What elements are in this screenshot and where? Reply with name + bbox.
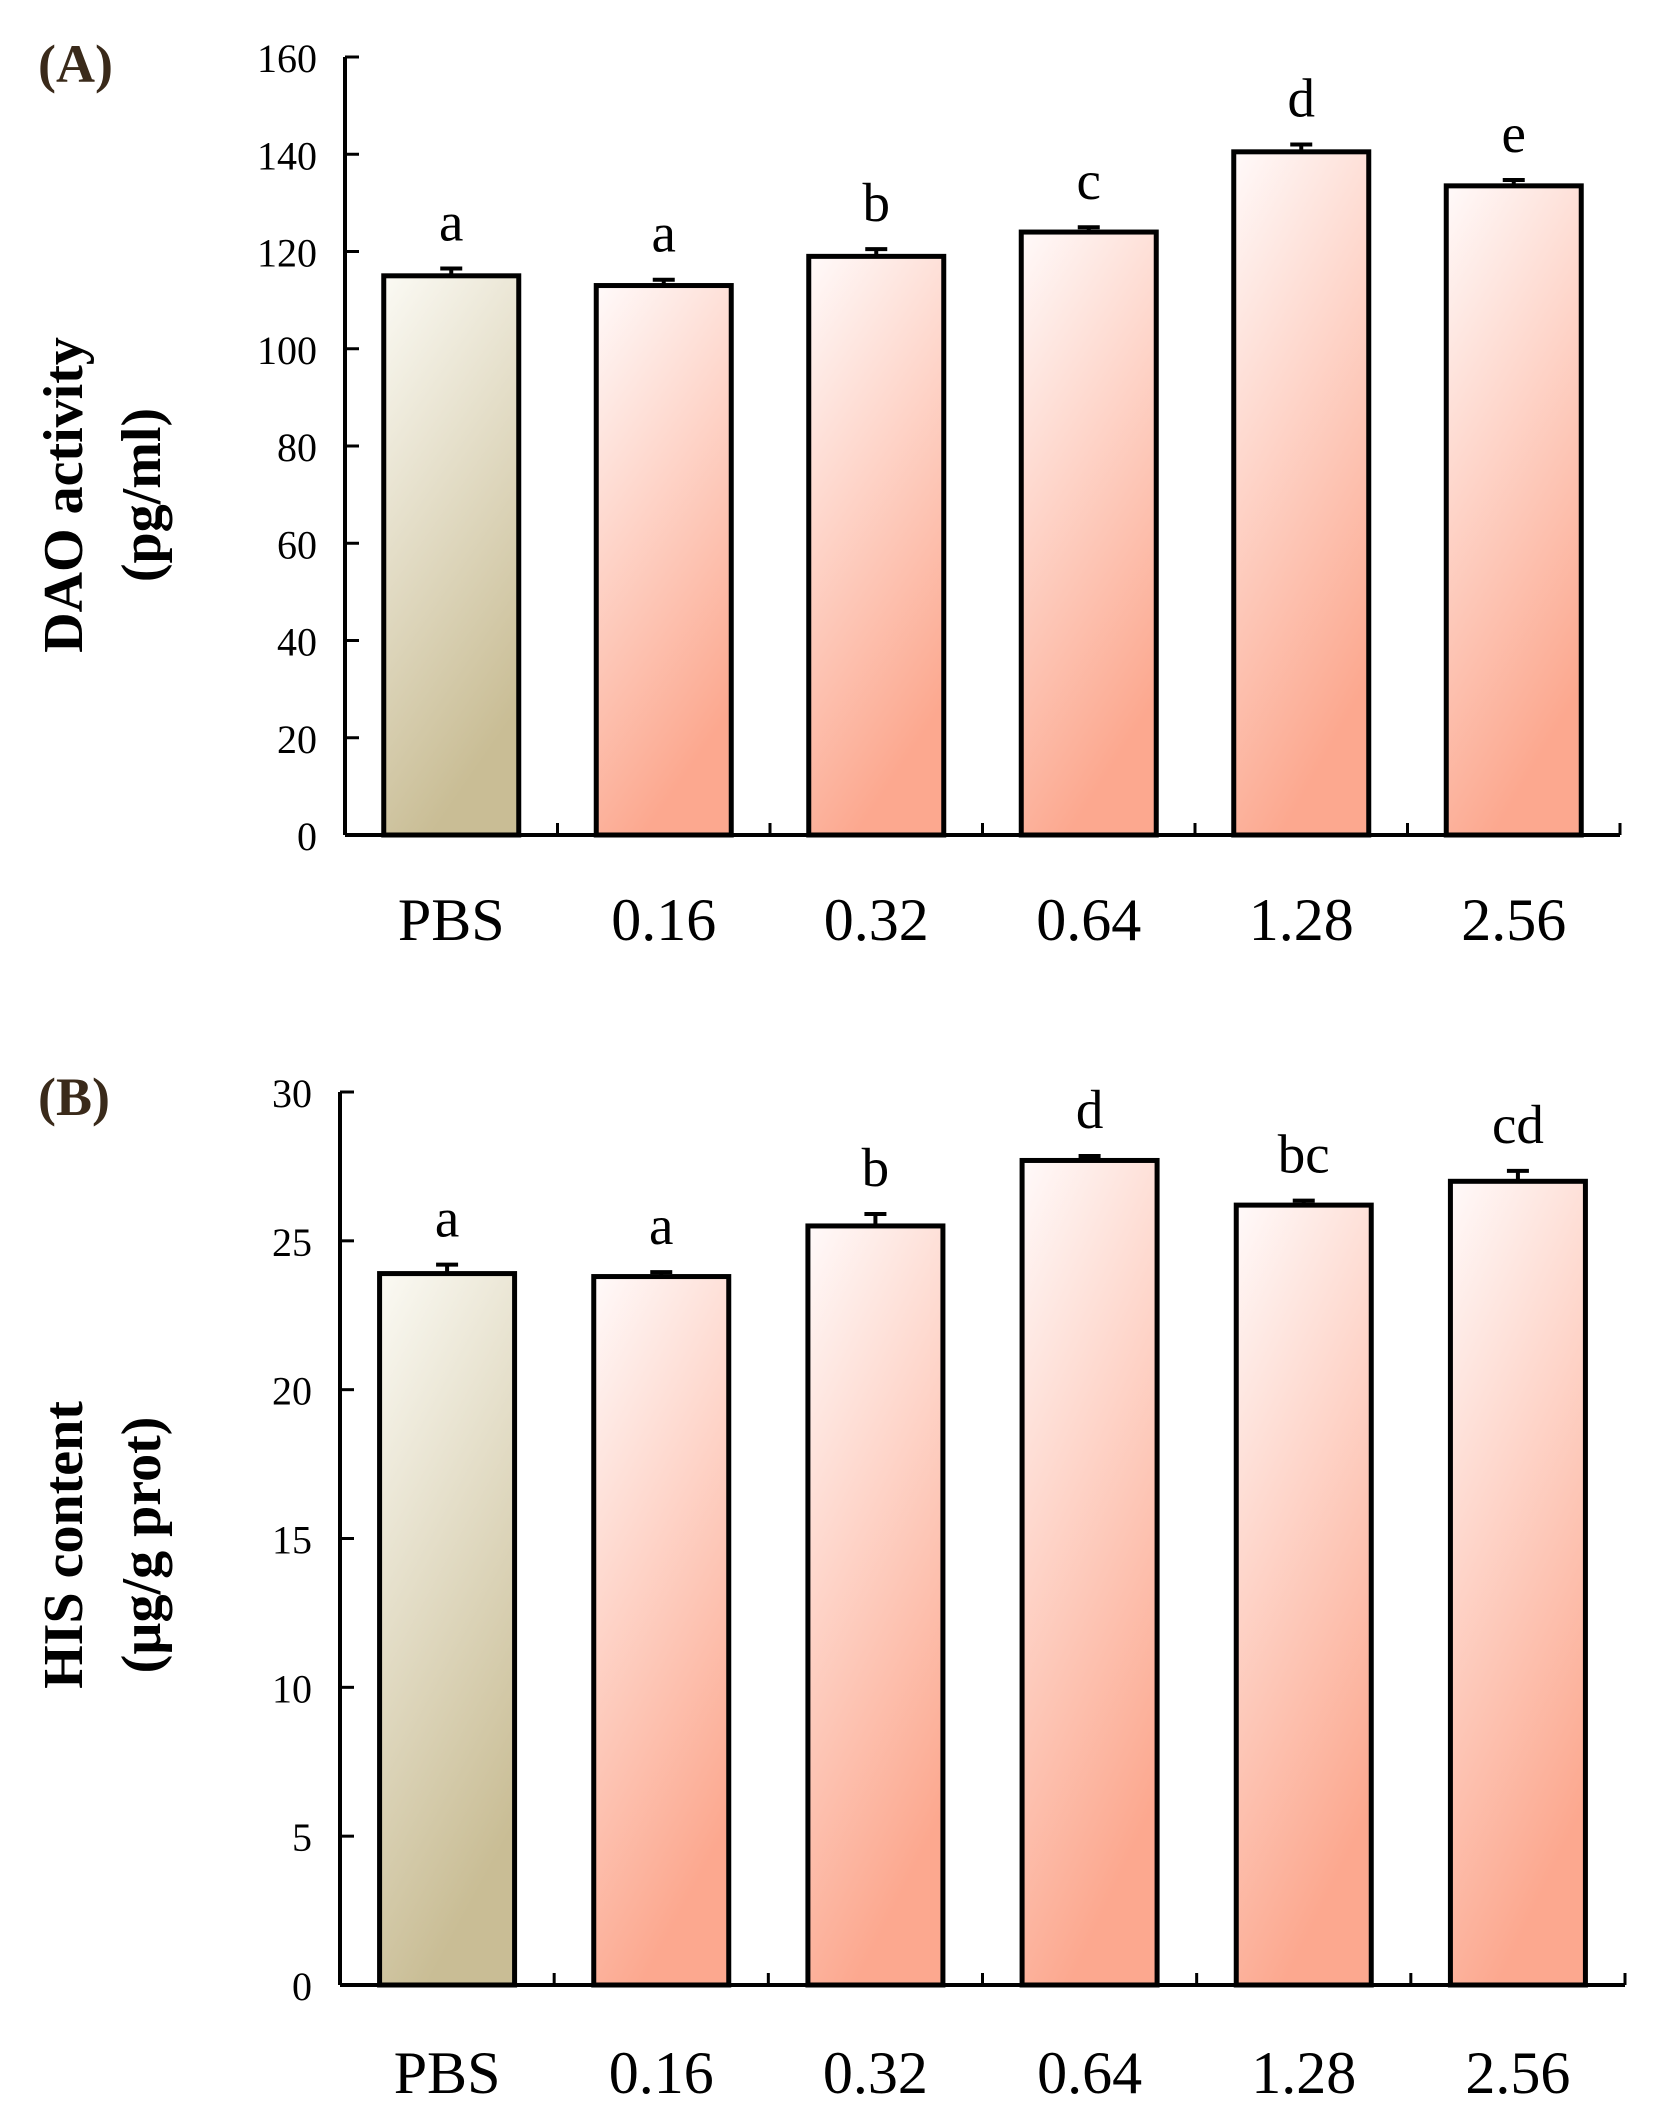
panel-b-ylabel-line2: (µg/g prot) — [111, 1417, 173, 1674]
panel-b-sig-label: cd — [1492, 1094, 1544, 1155]
panel-a-category-label: 0.64 — [1036, 887, 1141, 953]
panel-b-chart: (B) HIS content (µg/g prot) 0 5 10 15 20 25 30… — [33, 1067, 1627, 2106]
panel-b-ytick-label: 0 — [292, 1964, 312, 2009]
panel-b-ytick-label: 30 — [272, 1071, 312, 1116]
panel-a-sig-label: a — [439, 192, 463, 253]
panel-a-ytick-label: 60 — [277, 522, 317, 567]
panel-a-ytick-label: 120 — [257, 231, 317, 276]
panel-b-ytick-label: 25 — [272, 1220, 312, 1265]
panel-b-ylabel-line1: HIS content — [33, 1401, 95, 1689]
panel-b-sig-label: a — [435, 1188, 459, 1249]
panel-a-sig-label: c — [1077, 150, 1101, 211]
panel-a-ytick-label: 140 — [257, 133, 317, 178]
panel-a-label: (A) — [38, 34, 113, 94]
panel-a-chart: (A) DAO activity (pg/ml) 0 20 40 60 80 100 120… — [33, 34, 1622, 953]
panel-b-ytick-label: 15 — [272, 1518, 312, 1563]
panel-a-bar-2.56 — [1443, 183, 1584, 838]
panel-a-category-label: 0.16 — [611, 887, 716, 953]
panel-a-ytick-label: 40 — [277, 620, 317, 665]
panel-b-sig-label: a — [649, 1195, 673, 1256]
panel-b-bar-PBS — [377, 1271, 518, 1988]
panel-a-sig-label: b — [863, 172, 891, 233]
panel-a-bar-0.32 — [806, 253, 947, 838]
panel-a-category-label: PBS — [398, 887, 505, 953]
panel-b-ytick-label: 5 — [292, 1815, 312, 1860]
panel-b-ytick-label: 20 — [272, 1369, 312, 1414]
panel-a-category-label: 2.56 — [1461, 887, 1566, 953]
panel-b-sig-label: b — [862, 1137, 890, 1198]
panel-a-category-label: 0.32 — [824, 887, 929, 953]
panel-b-category-label: 1.28 — [1251, 2040, 1356, 2106]
panel-b-sig-label: d — [1076, 1079, 1104, 1140]
panel-b-sig-label: bc — [1278, 1124, 1330, 1185]
panel-a-sig-label: e — [1502, 103, 1526, 164]
panel-a-bar-0.64 — [1018, 229, 1159, 838]
panel-b-bar-0.64 — [1019, 1157, 1160, 1988]
panel-a-category-label: 1.28 — [1249, 887, 1354, 953]
panel-a-sig-label: a — [652, 203, 676, 264]
panel-b-category-label: PBS — [394, 2040, 501, 2106]
panel-a-sig-label: d — [1288, 68, 1316, 129]
panel-a-ytick-label: 80 — [277, 425, 317, 470]
panel-a-bar-1.28 — [1231, 149, 1372, 838]
panel-b-bar-1.28 — [1233, 1202, 1374, 1988]
panel-a-ytick-label: 100 — [257, 328, 317, 373]
panel-a-ytick-label: 0 — [297, 814, 317, 859]
panel-a-ylabel-line2: (pg/ml) — [111, 408, 173, 582]
panel-b-category-label: 0.64 — [1037, 2040, 1142, 2106]
panel-a-ytick-label: 160 — [257, 36, 317, 81]
panel-a-ytick-label: 20 — [277, 717, 317, 762]
panel-b-bar-0.32 — [805, 1223, 946, 1988]
panel-a-bar-0.16 — [593, 283, 734, 838]
panel-b-bar-2.56 — [1447, 1178, 1588, 1988]
panel-b-label: (B) — [38, 1067, 110, 1127]
panel-b-category-label: 0.16 — [609, 2040, 714, 2106]
panel-a-bar-PBS — [381, 273, 522, 838]
panel-b-bar-0.16 — [591, 1274, 732, 1988]
panel-b-ytick-label: 10 — [272, 1666, 312, 1711]
panel-b-category-label: 0.32 — [823, 2040, 928, 2106]
panel-b-plot-area: 0 5 10 15 20 25 30 a PBS a 0.16 b 0.32 d 0.64 bc 1.28 cd 2… — [272, 1071, 1627, 2106]
panel-b-category-label: 2.56 — [1465, 2040, 1570, 2106]
panel-a-ylabel-line1: DAO activity — [33, 337, 95, 653]
panel-a-plot-area: 0 20 40 60 80 100 120 140 160 a PBS a 0.16 b 0.32 c 0.64… — [257, 36, 1622, 953]
